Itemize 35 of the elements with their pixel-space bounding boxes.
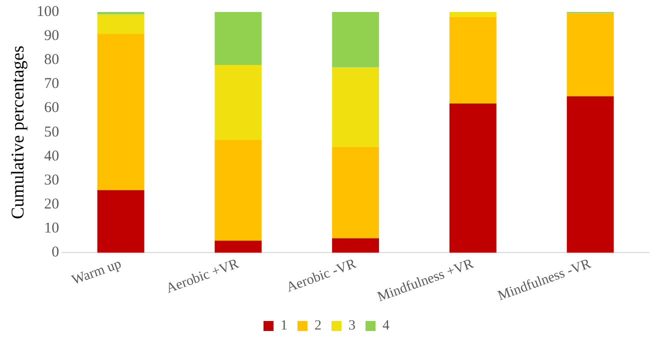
- y-tick-label: 30: [44, 172, 60, 188]
- bar: [214, 140, 262, 241]
- bar: [332, 12, 380, 68]
- bar: [97, 34, 144, 190]
- bar: [332, 146, 380, 238]
- x-tick-label: Warm up: [70, 256, 124, 288]
- legend-label: 4: [382, 318, 390, 334]
- y-axis-title: Cumulative percentages: [8, 46, 28, 220]
- bar: [214, 12, 262, 65]
- y-tick-label: 90: [44, 28, 60, 44]
- bar: [566, 13, 614, 96]
- bar: [449, 12, 496, 17]
- y-tick-label: 20: [44, 196, 60, 213]
- bar: [214, 64, 262, 140]
- y-tick-label: 70: [44, 76, 60, 92]
- legend-label: 1: [280, 318, 288, 334]
- y-tick-label: 80: [44, 52, 60, 68]
- bar: [566, 96, 614, 253]
- bar: [332, 67, 380, 147]
- legend-label: 3: [348, 318, 356, 334]
- y-tick-label: 60: [44, 100, 60, 116]
- bar: [214, 240, 262, 253]
- bar: [332, 238, 380, 253]
- bar: [97, 190, 144, 253]
- y-tick-label: 0: [52, 244, 60, 261]
- bar: [97, 14, 144, 34]
- y-tick-label: 40: [44, 148, 60, 164]
- y-tick-label: 50: [44, 124, 60, 140]
- x-tick-label: Aerobic +VR: [164, 256, 242, 297]
- y-tick-label: 100: [36, 4, 60, 20]
- y-tick-label: 10: [44, 220, 60, 237]
- legend-label: 2: [314, 318, 322, 334]
- bar: [449, 16, 496, 104]
- bar: [449, 103, 496, 253]
- x-tick-label: Aerobic -VR: [284, 256, 359, 296]
